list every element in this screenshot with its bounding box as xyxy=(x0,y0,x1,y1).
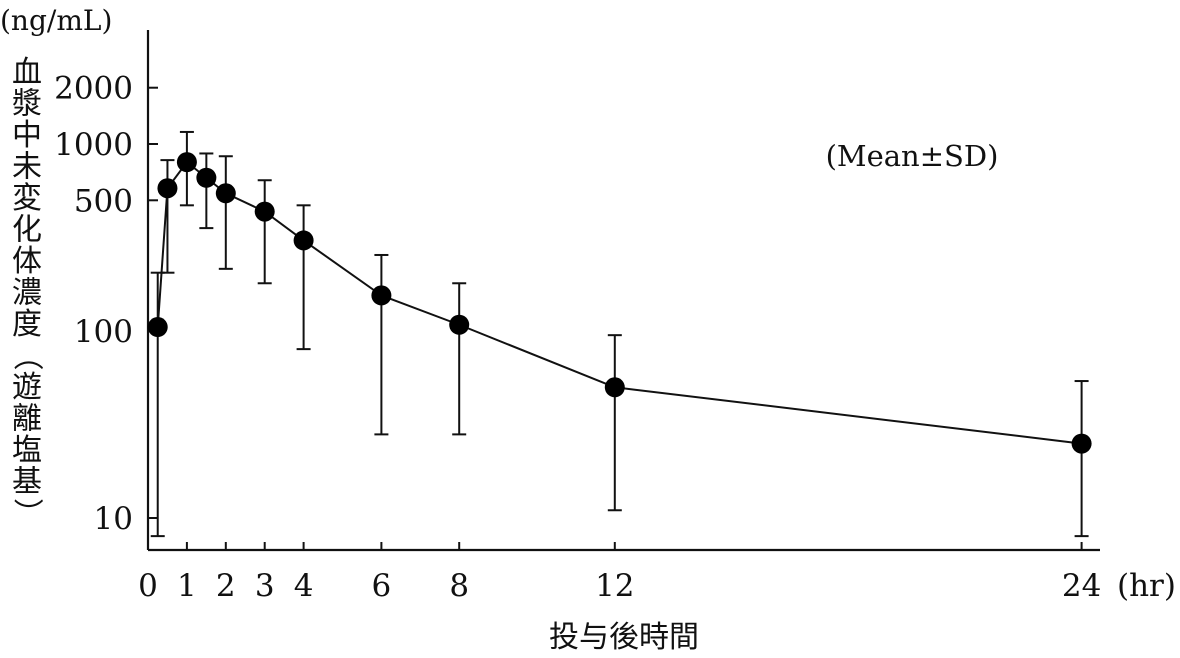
y-tick-label: 2000 xyxy=(54,71,133,107)
x-tick-label: 4 xyxy=(294,568,314,604)
data-point xyxy=(147,317,168,338)
y-axis-title-char: 遊 xyxy=(12,370,42,405)
y-axis-title-char: 漿 xyxy=(12,87,42,122)
y-tick-label: 500 xyxy=(74,183,133,219)
y-axis-title-char: 未 xyxy=(12,150,42,185)
x-tick-label: 1 xyxy=(177,568,197,604)
data-point xyxy=(215,183,236,204)
axes-layer xyxy=(146,30,1100,552)
series-layer xyxy=(147,130,1092,538)
x-axis-title: 投与後時間 xyxy=(549,620,699,655)
y-axis-title-char: 変 xyxy=(12,181,42,216)
data-point xyxy=(293,230,314,251)
y-axis-title-char: ） xyxy=(9,498,44,528)
y-axis-title-char: 離 xyxy=(12,402,42,437)
y-tick-label: 1000 xyxy=(54,127,133,163)
y-axis-title-char: 血 xyxy=(12,55,42,90)
data-point xyxy=(254,201,275,222)
x-tick-label: 2 xyxy=(216,568,236,604)
data-point xyxy=(157,178,178,199)
mean-sd-annotation: (Mean±SD) xyxy=(826,139,999,173)
x-tick-label: 0 xyxy=(138,568,158,604)
x-tick-label: 3 xyxy=(255,568,275,604)
x-tick-label: 6 xyxy=(372,568,392,604)
y-axis-title-char: 体 xyxy=(12,244,42,279)
data-point xyxy=(604,377,625,398)
x-tick-label: 24 xyxy=(1062,568,1101,604)
y-axis-title-char: 塩 xyxy=(12,433,42,468)
y-axis-title-char: 濃 xyxy=(12,276,42,311)
label-layer: (ng/mL) (hr) 投与後時間 (Mean±SD) 10 100 500 100… xyxy=(0,4,1176,655)
y-axis-unit-label: (ng/mL) xyxy=(0,4,112,37)
y-tick-label: 10 xyxy=(94,501,133,537)
y-axis-title-char: 基 xyxy=(12,465,42,500)
y-tick-label: 100 xyxy=(74,314,133,350)
data-point xyxy=(449,314,470,335)
y-axis-title-char: 度 xyxy=(12,307,42,342)
data-point xyxy=(176,152,197,173)
x-tick-label: 12 xyxy=(595,568,634,604)
data-point xyxy=(196,167,217,188)
x-axis-unit-label: (hr) xyxy=(1117,568,1176,604)
y-axis-title-char: （ xyxy=(9,341,44,371)
data-point xyxy=(1071,433,1092,454)
y-axis-title-char: 化 xyxy=(12,213,42,248)
series-line xyxy=(156,160,1082,445)
y-axis-title-char: 中 xyxy=(12,118,42,153)
x-tick-label: 8 xyxy=(449,568,469,604)
data-point xyxy=(371,285,392,306)
